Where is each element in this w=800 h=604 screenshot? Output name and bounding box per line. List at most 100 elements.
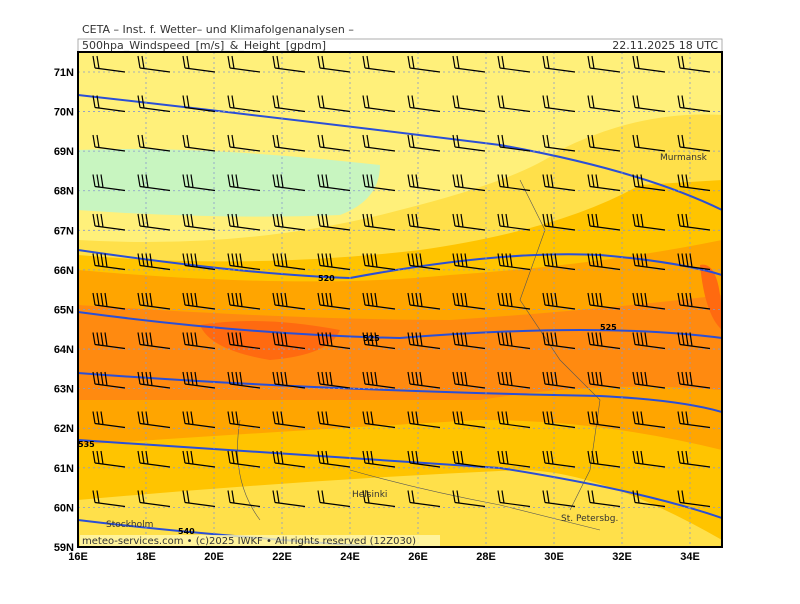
wind-barb bbox=[677, 450, 711, 468]
contour-label: 540 bbox=[178, 527, 195, 536]
wind-barb bbox=[227, 490, 261, 508]
lat-label: 62N bbox=[54, 423, 74, 435]
wind-barb bbox=[497, 134, 531, 152]
wind-barb bbox=[677, 134, 711, 152]
wind-barb bbox=[632, 253, 666, 271]
wind-barb bbox=[407, 95, 441, 113]
wind-barb bbox=[272, 450, 306, 468]
place-label: Murmansk bbox=[660, 153, 708, 163]
wind-barb bbox=[677, 332, 711, 350]
wind-barb bbox=[137, 95, 171, 113]
wind-barb bbox=[632, 292, 666, 310]
wind-barb bbox=[362, 134, 396, 152]
wind-barb bbox=[677, 411, 711, 429]
lon-label: 22E bbox=[272, 551, 292, 563]
wind-barb bbox=[272, 411, 306, 429]
wind-barb bbox=[542, 411, 576, 429]
wind-barb bbox=[92, 253, 126, 271]
wind-barb bbox=[137, 371, 171, 389]
wind-barb bbox=[407, 174, 441, 192]
wind-barb bbox=[272, 253, 306, 271]
lon-label: 20E bbox=[204, 551, 224, 563]
wind-barb bbox=[723, 96, 755, 112]
wind-barb bbox=[407, 134, 441, 152]
wind-barb bbox=[452, 490, 486, 508]
wind-barb bbox=[182, 490, 216, 508]
wind-barb bbox=[317, 213, 351, 231]
wind-barb bbox=[723, 135, 755, 151]
wind-barb bbox=[137, 253, 171, 271]
wind-barb bbox=[362, 490, 396, 508]
band-red bbox=[200, 321, 340, 360]
wind-barb bbox=[317, 411, 351, 429]
wind-barb bbox=[317, 174, 351, 192]
wind-barb bbox=[497, 450, 531, 468]
wind-barb bbox=[362, 174, 396, 192]
wind-barb bbox=[317, 490, 351, 508]
wind-barb bbox=[227, 134, 261, 152]
wind-barb bbox=[587, 95, 621, 113]
wind-barb bbox=[362, 55, 396, 73]
contour-label: 525 bbox=[600, 323, 617, 332]
wind-barb bbox=[92, 55, 126, 73]
lat-label: 68N bbox=[54, 186, 74, 198]
wind-barb bbox=[677, 253, 711, 271]
wind-barb bbox=[723, 56, 755, 72]
wind-barb bbox=[542, 213, 576, 231]
wind-barb bbox=[272, 292, 306, 310]
wind-barb bbox=[632, 371, 666, 389]
wind-barb bbox=[182, 292, 216, 310]
wind-barb bbox=[182, 332, 216, 350]
contour-label: 525 bbox=[363, 334, 380, 343]
wind-barb bbox=[92, 332, 126, 350]
wind-barb bbox=[452, 253, 486, 271]
wind-barb bbox=[632, 174, 666, 192]
height-contour bbox=[78, 439, 722, 519]
contour-label: 535 bbox=[78, 440, 95, 449]
wind-barb bbox=[407, 411, 441, 429]
lon-label: 34E bbox=[680, 551, 700, 563]
wind-barb bbox=[542, 253, 576, 271]
wind-barb bbox=[227, 450, 261, 468]
wind-barb bbox=[497, 411, 531, 429]
wind-barb bbox=[452, 55, 486, 73]
wind-barb bbox=[272, 371, 306, 389]
wind-barb bbox=[227, 253, 261, 271]
header-subtitle: 500hpa_Windspeed_[m/s]_&_Height_[gpdm] bbox=[82, 39, 326, 52]
wind-barb bbox=[587, 174, 621, 192]
wind-barb bbox=[227, 213, 261, 231]
wind-barb bbox=[677, 292, 711, 310]
wind-barb bbox=[542, 450, 576, 468]
wind-barb bbox=[182, 371, 216, 389]
header-datetime: 22.11.2025 18 UTC bbox=[612, 39, 718, 52]
wind-barb bbox=[407, 213, 441, 231]
wind-barb bbox=[272, 332, 306, 350]
wind-barb bbox=[497, 95, 531, 113]
wind-barb bbox=[452, 371, 486, 389]
wind-barb bbox=[497, 55, 531, 73]
wind-barb bbox=[317, 134, 351, 152]
wind-barb bbox=[723, 451, 755, 467]
wind-barb bbox=[723, 333, 755, 349]
wind-barb bbox=[227, 174, 261, 192]
wind-barb bbox=[452, 332, 486, 350]
wind-barb bbox=[677, 55, 711, 73]
wind-barb bbox=[182, 95, 216, 113]
wind-barb bbox=[272, 213, 306, 231]
wind-barb bbox=[542, 55, 576, 73]
lon-label: 18E bbox=[136, 551, 156, 563]
wind-barb bbox=[182, 55, 216, 73]
wind-barb bbox=[723, 412, 755, 428]
wind-barb bbox=[317, 292, 351, 310]
wind-barb bbox=[92, 490, 126, 508]
lat-label: 64N bbox=[54, 344, 74, 356]
wind-barb bbox=[542, 134, 576, 152]
wind-barb bbox=[407, 371, 441, 389]
contour-label: 520 bbox=[318, 274, 335, 283]
wind-barb bbox=[92, 292, 126, 310]
wind-barb bbox=[723, 293, 755, 309]
wind-barb bbox=[723, 372, 755, 388]
wind-barb bbox=[92, 95, 126, 113]
lon-label: 24E bbox=[340, 551, 360, 563]
wind-barb bbox=[587, 213, 621, 231]
